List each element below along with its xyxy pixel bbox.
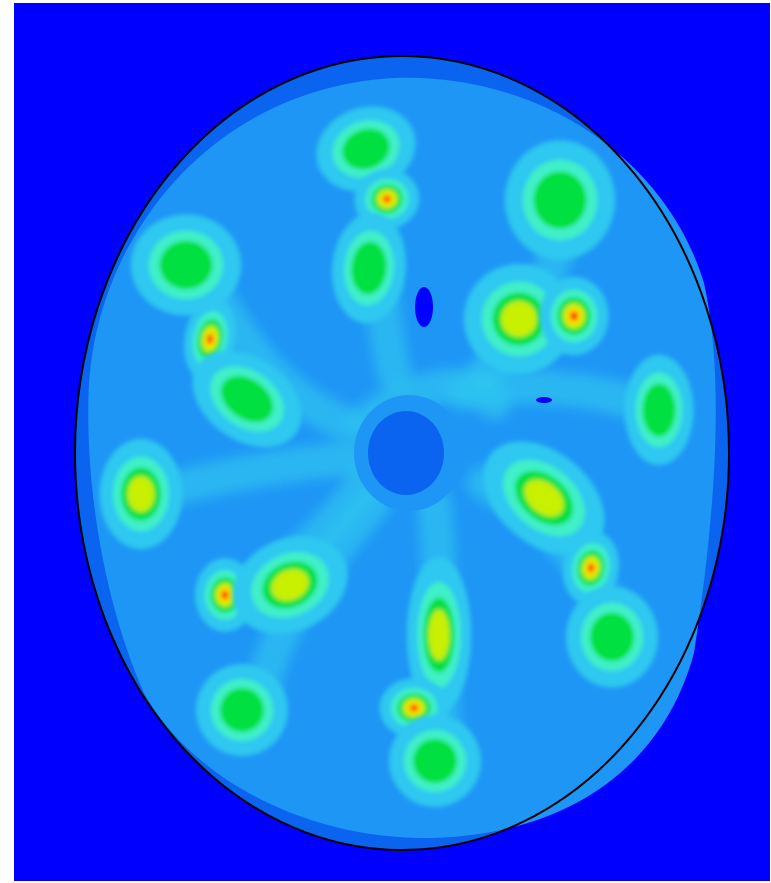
connective-channel-5 xyxy=(137,441,371,510)
heatmap-canvas xyxy=(14,3,770,881)
small-dark-spot-1 xyxy=(415,287,433,327)
hotspot-lower-left-1-level-5 xyxy=(221,590,229,600)
hotspot-lower-center-1 xyxy=(406,556,472,714)
hotspot-upper-left xyxy=(130,214,242,316)
hotspot-upper-center-3-level-2 xyxy=(351,241,387,295)
hotspot-lower-center-1-level-3 xyxy=(428,609,450,661)
small-dark-spot-2 xyxy=(536,397,552,403)
hotspot-upper-right-1 xyxy=(504,140,616,260)
hotspot-right-center-1 xyxy=(463,263,575,375)
hotspot-upper-right-1-level-2 xyxy=(533,171,587,229)
hotspot-left-1-level-5 xyxy=(207,334,213,344)
hotspot-upper-left-level-2 xyxy=(159,240,213,290)
hotspot-left-edge-level-3 xyxy=(127,476,155,512)
hotspot-left-2-level-2 xyxy=(220,375,274,423)
hotspot-lower-right-1 xyxy=(563,531,619,605)
hotspot-upper-center-1-level-2 xyxy=(342,128,390,170)
hotspot-lower-left-3 xyxy=(196,664,288,756)
hotspot-upper-center-2-level-5 xyxy=(383,195,391,203)
hotspot-layer xyxy=(99,106,694,807)
hotspot-lower-center-3 xyxy=(389,715,481,807)
hotspot-right-edge xyxy=(624,354,694,466)
hotspot-lower-center-3-level-2 xyxy=(413,739,457,783)
hotspot-left-edge xyxy=(99,438,183,550)
hotspot-center-right-level-3 xyxy=(524,479,564,517)
hotspot-lower-left-2-level-3 xyxy=(271,569,309,601)
hotspot-lower-right-2-level-2 xyxy=(590,612,634,662)
hotspot-lower-right-1-level-5 xyxy=(587,563,595,573)
hotspot-upper-center-3 xyxy=(332,212,406,324)
hotspot-right-center-2-level-5 xyxy=(570,311,578,321)
central-hollow-core xyxy=(368,411,444,495)
hotspot-lower-right-2 xyxy=(566,586,658,688)
hotspot-right-center-1-level-3 xyxy=(501,301,537,337)
hotspot-right-edge-level-2 xyxy=(642,383,676,437)
hotspot-lower-left-2 xyxy=(232,536,348,634)
hotspot-lower-center-2-level-5 xyxy=(410,704,418,712)
hotspot-lower-left-3-level-2 xyxy=(220,688,264,732)
hotspot-right-center-2 xyxy=(539,276,609,356)
boundary-outline xyxy=(74,55,730,851)
hotspot-center-right xyxy=(483,441,605,555)
hotspot-left-2 xyxy=(192,350,302,448)
heatmap-image xyxy=(14,3,770,881)
